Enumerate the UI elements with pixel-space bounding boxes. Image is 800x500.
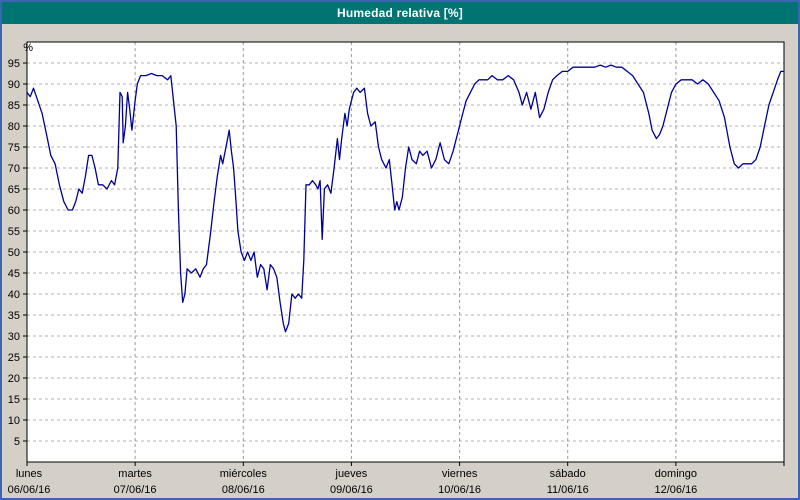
svg-text:10/06/16: 10/06/16 xyxy=(438,484,481,496)
svg-text:lunes: lunes xyxy=(16,468,43,480)
chart-title: Humedad relativa [%] xyxy=(336,6,464,20)
svg-text:55: 55 xyxy=(8,226,20,238)
svg-text:15: 15 xyxy=(8,394,20,406)
svg-text:11/06/16: 11/06/16 xyxy=(547,484,589,496)
svg-text:90: 90 xyxy=(8,79,20,91)
svg-text:75: 75 xyxy=(8,142,20,154)
svg-text:20: 20 xyxy=(8,373,20,385)
svg-text:08/06/16: 08/06/16 xyxy=(222,484,265,496)
svg-text:martes: martes xyxy=(118,468,152,480)
svg-text:45: 45 xyxy=(8,268,20,280)
svg-text:12/06/16: 12/06/16 xyxy=(654,484,697,496)
svg-text:jueves: jueves xyxy=(335,468,368,480)
humidity-line-chart: 95 90 85 80 75 70 65 60 55 50 45 40 35 30 25 20 15 10 5 lun… xyxy=(8,41,785,496)
svg-text:5: 5 xyxy=(14,436,20,448)
svg-text:09/06/16: 09/06/16 xyxy=(330,484,373,496)
svg-text:07/06/16: 07/06/16 xyxy=(114,484,157,496)
svg-text:35: 35 xyxy=(8,310,20,322)
svg-text:40: 40 xyxy=(8,289,20,301)
svg-text:80: 80 xyxy=(8,121,20,133)
svg-text:06/06/16: 06/06/16 xyxy=(8,484,51,496)
svg-text:70: 70 xyxy=(8,163,20,175)
svg-text:sábado: sábado xyxy=(550,468,586,480)
svg-text:25: 25 xyxy=(8,352,20,364)
chart-title-bar: Humedad relativa [%] xyxy=(2,2,798,24)
svg-text:30: 30 xyxy=(8,331,20,343)
svg-text:50: 50 xyxy=(8,247,20,259)
svg-text:%: % xyxy=(23,42,33,54)
svg-text:viernes: viernes xyxy=(442,468,478,480)
svg-text:60: 60 xyxy=(8,205,20,217)
svg-text:95: 95 xyxy=(8,58,20,70)
svg-text:10: 10 xyxy=(8,415,20,427)
svg-text:85: 85 xyxy=(8,100,20,112)
svg-text:miércoles: miércoles xyxy=(220,468,268,480)
svg-text:domingo: domingo xyxy=(655,468,697,480)
svg-text:65: 65 xyxy=(8,184,20,196)
